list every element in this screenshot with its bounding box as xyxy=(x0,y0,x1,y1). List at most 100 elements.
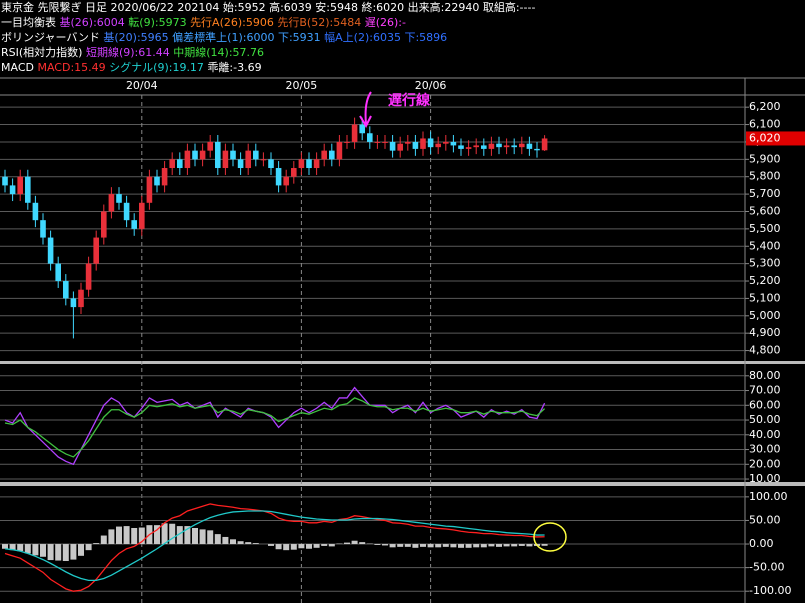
y-tick-label: 40.00 xyxy=(749,428,781,441)
y-tick-label: 5,400 xyxy=(749,239,781,252)
candle-body xyxy=(405,141,411,144)
histogram-bar xyxy=(207,530,214,545)
header-item: 先行A(26):5906 xyxy=(190,16,277,29)
header-line: ボリンジャーバンド 基(20):5965 偏差標準上(1):6000 下:593… xyxy=(1,30,447,44)
y-tick-label: 5,900 xyxy=(749,152,781,165)
x-tick-label: 20/04 xyxy=(126,79,158,92)
header-item: ボリンジャーバンド xyxy=(1,31,103,44)
y-tick-label: 5,000 xyxy=(749,309,781,322)
annotation: 遅行線 xyxy=(388,92,430,109)
histogram-bar xyxy=(17,544,24,552)
histogram-bar xyxy=(283,544,290,551)
y-tick-label: 70.00 xyxy=(749,384,781,397)
candle-body xyxy=(192,150,198,160)
candle-body xyxy=(397,143,403,151)
y-tick-label: 5,300 xyxy=(749,257,781,270)
candle-body xyxy=(93,237,99,264)
histogram-bar xyxy=(161,523,168,545)
y-tick-label: -50.00 xyxy=(749,561,784,574)
header-item: 一目均衡表 xyxy=(1,15,60,29)
histogram-bar xyxy=(518,544,525,546)
y-tick-label: 10.00 xyxy=(749,472,781,485)
histogram-bar xyxy=(351,540,358,545)
candle-body xyxy=(359,124,365,134)
candle-body xyxy=(389,141,396,151)
y-tick-label: 0.00 xyxy=(749,537,774,550)
header-item: 東京金 先限繋ぎ 日足 2020/06/22 202104 始:5952 高:6… xyxy=(1,0,535,14)
candle-body xyxy=(17,176,23,195)
y-tick-label: 5,700 xyxy=(749,187,781,200)
header-item: 遅(26):- xyxy=(365,16,406,29)
candle-body xyxy=(85,263,92,290)
candle-body xyxy=(298,159,305,169)
histogram-bar xyxy=(214,534,221,545)
histogram-bar xyxy=(435,544,442,548)
histogram-bar xyxy=(268,544,274,546)
header-item: MACD xyxy=(1,61,37,74)
indicator-line xyxy=(4,510,545,582)
candle-body xyxy=(443,141,449,144)
candle-body xyxy=(222,150,229,169)
histogram-bar xyxy=(321,544,328,546)
candle-body xyxy=(450,141,457,146)
histogram-bar xyxy=(62,544,69,562)
candle-body xyxy=(496,143,502,148)
y-tick-label: -100.00 xyxy=(749,584,791,597)
histogram-bar xyxy=(389,544,396,548)
candle-body xyxy=(435,143,441,148)
histogram-bar xyxy=(123,526,130,545)
header-item: 中期線(14):57.76 xyxy=(173,45,264,59)
y-tick-label: 50.00 xyxy=(749,413,781,426)
histogram-bar xyxy=(131,527,138,545)
histogram-bar xyxy=(374,544,381,545)
histogram-bar xyxy=(450,544,457,548)
candle-body xyxy=(488,143,495,149)
histogram-bar xyxy=(108,529,115,545)
header-item: 幅A上(2):6035 下:5896 xyxy=(324,31,447,44)
candle-body xyxy=(541,138,548,151)
histogram-bar xyxy=(2,544,8,549)
candle-body xyxy=(154,176,160,186)
histogram-bar xyxy=(116,526,122,545)
header-item: 偏差標準上(1):6000 下:5931 xyxy=(172,30,324,44)
x-tick-label: 20/06 xyxy=(415,79,447,92)
histogram-bar xyxy=(465,544,472,548)
highlight-circle xyxy=(533,522,567,552)
candle-body xyxy=(367,133,373,142)
histogram-bar xyxy=(541,544,548,546)
histogram-bar xyxy=(306,544,312,549)
histogram-bar xyxy=(275,544,282,550)
histogram-bar xyxy=(245,542,252,545)
histogram-bar xyxy=(480,544,487,548)
candle-body xyxy=(283,176,289,186)
last-price-box xyxy=(746,131,805,146)
candle-body xyxy=(519,143,525,148)
y-tick-label: 50.00 xyxy=(749,513,781,526)
histogram-bar xyxy=(442,544,449,547)
candle-body xyxy=(230,150,236,160)
histogram-bar xyxy=(473,544,480,548)
candle-body xyxy=(336,141,343,160)
y-tick-label: 6,200 xyxy=(749,100,781,113)
candle-body xyxy=(526,143,533,149)
histogram-bar xyxy=(78,544,84,556)
histogram-bar xyxy=(511,544,518,547)
histogram-bar xyxy=(359,542,366,545)
histogram-bar xyxy=(138,527,145,545)
header-item: 先行B(52):5484 xyxy=(277,16,364,29)
candle-body xyxy=(420,138,426,149)
header-item: 基(26):6004 xyxy=(60,16,129,29)
histogram-bar xyxy=(404,544,411,547)
candle-body xyxy=(275,168,282,186)
candle-body xyxy=(511,145,517,148)
histogram-bar xyxy=(526,544,533,547)
y-tick-label: 30.00 xyxy=(749,443,781,456)
candle-body xyxy=(503,145,510,148)
candle-body xyxy=(306,159,312,169)
histogram-bar xyxy=(192,527,198,545)
candle-body xyxy=(382,141,388,143)
histogram-bar xyxy=(290,544,297,550)
histogram-bar xyxy=(154,525,160,545)
candle-body xyxy=(108,194,115,212)
